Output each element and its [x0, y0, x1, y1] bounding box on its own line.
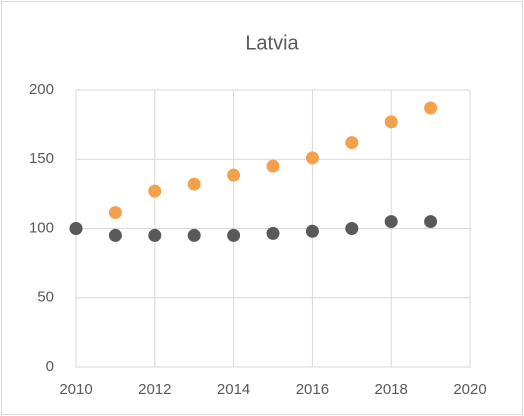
point [69, 222, 83, 235]
point [187, 228, 201, 242]
y-tick-label: 150 [29, 150, 54, 167]
point [305, 224, 319, 238]
x-tick-label: 2018 [375, 381, 408, 398]
y-tick-label: 100 [29, 219, 54, 236]
point [148, 228, 162, 242]
x-tick-label: 2016 [296, 381, 329, 398]
point [266, 159, 280, 173]
y-tick-label: 0 [46, 358, 54, 375]
point [345, 136, 359, 150]
point [187, 177, 201, 191]
x-tick-label: 2020 [453, 381, 486, 398]
y-tick-label: 200 [29, 81, 54, 98]
y-tick-label: 50 [37, 289, 54, 306]
point [345, 222, 359, 235]
x-tick-label: 2012 [138, 381, 171, 398]
point [384, 115, 398, 129]
point [424, 101, 438, 115]
point [148, 184, 162, 198]
x-tick-label: 2010 [59, 381, 92, 398]
point [108, 228, 122, 242]
point [108, 206, 122, 220]
x-tick-label: 2014 [217, 381, 250, 398]
point [227, 168, 241, 182]
point [384, 215, 398, 229]
chart-title: Latvia [245, 32, 299, 54]
point [305, 151, 319, 165]
point [266, 226, 280, 240]
point [424, 215, 438, 229]
point [227, 228, 241, 242]
